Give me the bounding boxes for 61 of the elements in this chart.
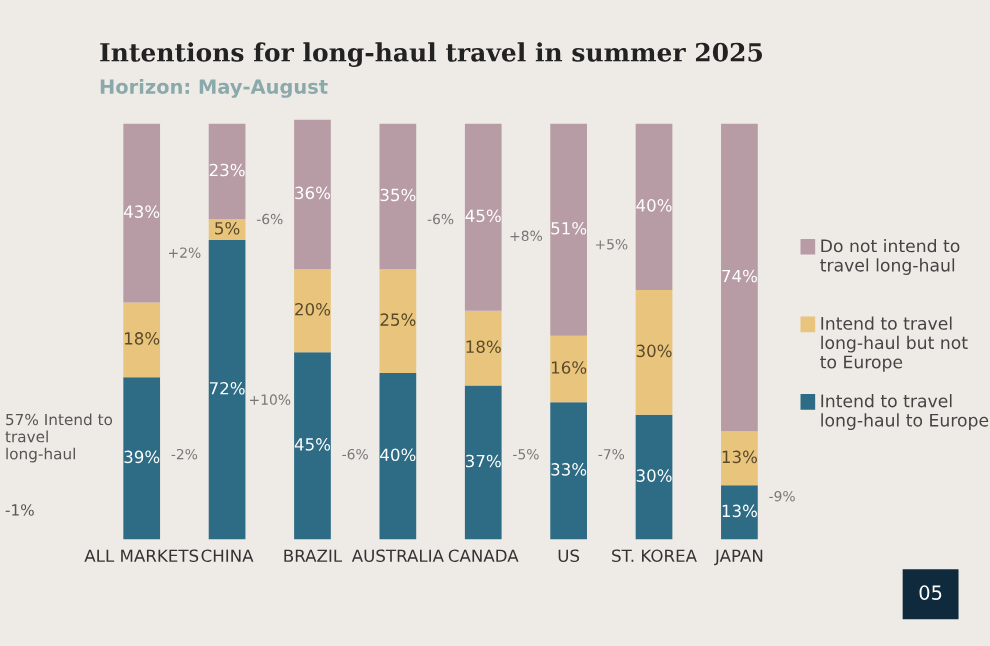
data-label: 20% <box>295 302 331 316</box>
data-label: 36% <box>295 186 331 200</box>
bar <box>123 123 161 303</box>
bar <box>123 377 161 540</box>
data-label: 18% <box>466 340 501 353</box>
x-tick-label: CHINA <box>201 549 254 563</box>
data-label: 13% <box>722 504 758 518</box>
chart-subtitle: Horizon: May-August <box>100 78 328 98</box>
data-label: 23% <box>209 163 245 177</box>
chart-title: Intentions for long-haul travel in summer 2025 <box>100 42 762 67</box>
data-label: 5% <box>215 221 240 235</box>
data-label: 40% <box>380 448 416 462</box>
bar <box>721 123 758 432</box>
bar <box>550 402 587 540</box>
data-label: 72% <box>209 381 245 395</box>
bar <box>550 123 587 336</box>
x-tick-label: US <box>558 549 580 563</box>
x-tick-label: BRAZIL <box>284 549 343 562</box>
x-tick-label: ALL MARKETS <box>84 549 199 563</box>
data-label: 74% <box>722 269 758 283</box>
x-tick-label: CANADA <box>448 549 519 563</box>
bar <box>208 240 246 540</box>
bar <box>123 302 161 378</box>
bar <box>550 335 587 403</box>
data-label: 45% <box>465 209 501 223</box>
data-label: 43% <box>123 205 160 218</box>
legend-label: Do not intend to travel long-haul <box>820 239 960 275</box>
bar <box>464 310 502 386</box>
bar <box>294 269 331 353</box>
bar <box>721 485 758 540</box>
legend-label: Intend to travel long-haul but not to Europe <box>820 316 968 372</box>
text: 05 <box>919 585 942 600</box>
bar <box>294 119 331 270</box>
bar <box>379 123 417 270</box>
bar <box>635 289 673 415</box>
data-label: 40% <box>636 199 672 212</box>
data-label: 16% <box>551 361 587 374</box>
bar <box>721 431 758 486</box>
bar <box>379 373 417 540</box>
x-tick-label: JAPAN <box>714 549 763 566</box>
data-label: 25% <box>380 313 416 326</box>
x-tick-label: AUSTRALIA <box>351 549 444 563</box>
bar <box>635 123 673 290</box>
bar <box>464 385 502 540</box>
bar <box>464 123 502 311</box>
data-label: 33% <box>551 463 587 476</box>
data-label: 35% <box>380 188 416 202</box>
bar <box>379 269 417 374</box>
data-label: 18% <box>125 332 160 345</box>
x-tick-label: ST. KOREA <box>612 549 697 563</box>
bar <box>635 414 673 540</box>
data-label: 13% <box>722 450 758 464</box>
data-label: 51% <box>551 221 587 235</box>
data-label: 37% <box>465 454 501 468</box>
bar <box>294 352 331 540</box>
legend-label: Intend to travel long-haul to Europe <box>821 394 989 431</box>
data-label: 30% <box>636 469 672 482</box>
data-label: 39% <box>124 450 160 464</box>
data-label: 45% <box>294 438 331 451</box>
data-label: 30% <box>636 344 672 358</box>
bar <box>208 123 246 220</box>
